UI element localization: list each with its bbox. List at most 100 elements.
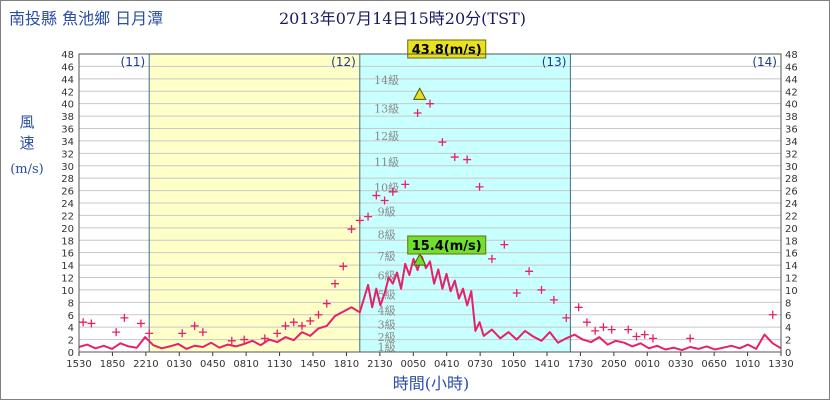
y-tick-right-24: 48 — [785, 50, 798, 61]
beaufort-label-4: 5級 — [378, 288, 396, 301]
x-tick-3: 0130 — [167, 359, 192, 370]
y-tick-left-21: 42 — [61, 87, 74, 98]
gust-point-36 — [512, 289, 521, 298]
beaufort-label-0: 1級 — [378, 341, 396, 354]
gust-point-27 — [401, 180, 410, 189]
y-axis-label: 風 速 (m/s) — [10, 113, 44, 177]
y-tick-left-18: 36 — [61, 125, 74, 136]
gust-point-22 — [355, 216, 364, 225]
gust-point-34 — [487, 254, 496, 263]
y-label-char-0: 風 — [19, 113, 34, 131]
gust-point-3 — [120, 313, 129, 322]
y-tick-left-19: 38 — [61, 112, 74, 123]
beaufort-label-9: 10級 — [374, 181, 399, 194]
gust-point-40 — [562, 313, 571, 322]
beaufort-label-12: 13級 — [374, 103, 399, 116]
gust-point-24 — [372, 191, 381, 200]
gust-point-41 — [574, 303, 583, 312]
gust-point-2 — [112, 328, 121, 337]
gust-point-21 — [347, 225, 356, 234]
gust-point-0 — [79, 318, 88, 327]
y-tick-left-20: 40 — [61, 100, 74, 111]
gust-point-19 — [331, 279, 340, 288]
gust-point-16 — [306, 316, 315, 325]
x-tick-17: 0010 — [635, 359, 660, 370]
gust-point-7 — [190, 321, 199, 330]
gust-point-30 — [438, 138, 447, 147]
gust-point-45 — [607, 325, 616, 334]
beaufort-label-8: 9級 — [378, 206, 396, 219]
y-tick-left-17: 34 — [61, 137, 74, 148]
peak-marker-0 — [412, 87, 427, 100]
gust-point-37 — [525, 267, 534, 276]
y-tick-right-0: 0 — [785, 348, 791, 359]
day-label-2: (13) — [542, 55, 567, 69]
x-tick-19: 0650 — [701, 359, 726, 370]
beaufort-label-7: 8級 — [378, 229, 396, 242]
day-label-1: (12) — [331, 55, 356, 69]
gust-point-1 — [87, 319, 96, 328]
wind-speed-line — [78, 255, 782, 352]
y-tick-right-12: 24 — [785, 199, 798, 210]
peak-label-1: 15.4(m/s) — [412, 239, 482, 254]
report-timestamp: 2013年07月14日15時20分(TST) — [279, 9, 526, 28]
gust-point-13 — [281, 321, 290, 330]
y-tick-left-1: 2 — [68, 336, 74, 347]
gust-point-50 — [686, 334, 695, 343]
y-unit: (m/s) — [10, 162, 44, 177]
y-tick-right-22: 44 — [785, 75, 798, 86]
gust-point-6 — [178, 329, 187, 338]
gust-point-11 — [260, 334, 269, 343]
x-tick-4: 0450 — [200, 359, 225, 370]
gust-point-46 — [624, 325, 633, 334]
plot-border — [78, 53, 782, 353]
day-label-3: (14) — [752, 55, 777, 69]
gust-point-49 — [648, 334, 657, 343]
y-tick-left-0: 0 — [68, 348, 74, 359]
gust-point-14 — [289, 318, 298, 327]
y-tick-right-7: 14 — [785, 261, 798, 272]
gust-point-39 — [549, 295, 558, 304]
y-tick-right-6: 12 — [785, 274, 798, 285]
beaufort-label-1: 2級 — [378, 331, 396, 344]
y-tick-left-5: 10 — [61, 286, 74, 297]
gust-point-8 — [198, 328, 207, 337]
y-tick-right-8: 16 — [785, 249, 798, 260]
gust-point-38 — [537, 285, 546, 294]
x-tick-9: 2130 — [367, 359, 392, 370]
gust-point-44 — [599, 323, 608, 332]
x-tick-2: 2210 — [133, 359, 158, 370]
y-tick-left-8: 16 — [61, 249, 74, 260]
y-tick-left-23: 46 — [61, 62, 74, 73]
gust-point-10 — [240, 335, 249, 344]
y-tick-right-19: 38 — [785, 112, 798, 123]
gust-point-18 — [322, 299, 331, 308]
x-tick-13: 1050 — [501, 359, 526, 370]
title-bar: 南投縣 魚池鄉 日月潭 2013年07月14日15時20分(TST) — [1, 1, 829, 29]
y-tick-left-9: 18 — [61, 236, 74, 247]
gust-point-26 — [388, 187, 397, 196]
y-tick-right-18: 36 — [785, 125, 798, 136]
data-series — [78, 99, 782, 352]
y-tick-left-12: 24 — [61, 199, 74, 210]
x-tick-7: 1450 — [300, 359, 325, 370]
gust-point-33 — [475, 182, 484, 191]
gust-point-4 — [136, 319, 145, 328]
y-tick-left-16: 32 — [61, 149, 74, 160]
beaufort-label-2: 3級 — [378, 319, 396, 332]
y-tick-left-24: 48 — [61, 50, 74, 61]
x-tick-11: 0410 — [434, 359, 459, 370]
gust-point-48 — [640, 330, 649, 339]
y-tick-right-21: 42 — [785, 87, 798, 98]
y-tick-right-13: 26 — [785, 187, 798, 198]
gust-point-9 — [227, 336, 236, 345]
station-name: 南投縣 魚池鄉 日月潭 — [9, 9, 164, 28]
peak-marker-1 — [412, 253, 427, 266]
x-tick-12: 0730 — [467, 359, 492, 370]
x-tick-15: 1730 — [568, 359, 593, 370]
y-tick-left-7: 14 — [61, 261, 74, 272]
peak-label-box-1 — [407, 235, 487, 255]
peak-label-0: 43.8(m/s) — [412, 43, 482, 58]
